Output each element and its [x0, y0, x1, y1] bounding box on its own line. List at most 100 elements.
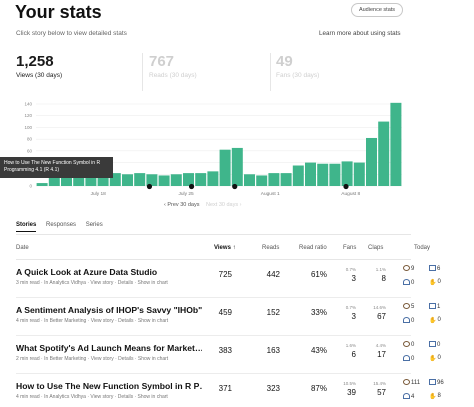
story-reads: 163 — [266, 346, 280, 355]
summary-stats: 1,258 Views (30 days) 767 Reads (30 days… — [16, 53, 406, 93]
story-reads: 152 — [266, 308, 280, 317]
story-publish-marker[interactable] — [232, 183, 238, 190]
story-title[interactable]: What Spotify's Ad Launch Means for Marke… — [16, 343, 202, 353]
story-title[interactable]: How to Use The New Function Symbol in R … — [16, 381, 202, 391]
story-meta[interactable]: 2 min read · In Better Marketing · View … — [16, 356, 169, 362]
today-fans: 4 — [403, 393, 414, 400]
story-claps: 57 — [377, 388, 386, 397]
chart-bar[interactable] — [280, 173, 292, 186]
x-tick-label: July 18 — [91, 191, 107, 197]
page-title: Your stats — [15, 2, 102, 22]
story-fans: 3 — [351, 274, 356, 283]
today-fans: 0 — [403, 279, 414, 286]
story-publish-marker[interactable] — [343, 183, 349, 190]
col-header-fans[interactable]: Fans — [343, 245, 357, 251]
story-views: 725 — [218, 270, 232, 279]
next-30-days-button[interactable]: Next 30 days › — [206, 202, 242, 208]
chart-bar[interactable] — [244, 174, 255, 186]
today-fans: 0 — [403, 317, 414, 324]
y-tick-label: 120 — [24, 113, 32, 118]
chart-bar[interactable] — [36, 183, 48, 186]
story-read-ratio: 43% — [310, 346, 327, 355]
fans-stat[interactable]: 49 Fans (30 days) — [276, 53, 319, 93]
col-header-claps[interactable]: Claps — [368, 245, 384, 251]
today-claps-value: 8 — [437, 393, 441, 399]
chart-bar[interactable] — [317, 163, 329, 186]
story-row[interactable]: A Quick Look at Azure Data Studio 3 min r… — [16, 260, 441, 298]
y-tick-label: 0 — [29, 184, 32, 189]
chart-bar[interactable] — [292, 165, 304, 187]
views-stat[interactable]: 1,258 Views (30 days) — [16, 53, 62, 93]
chart-bar[interactable] — [341, 161, 353, 186]
story-publish-marker[interactable] — [146, 183, 153, 190]
story-claps-pct: 1.1% — [375, 267, 386, 272]
today-claps: ✋8 — [429, 393, 441, 400]
y-tick-label: 140 — [24, 102, 32, 107]
story-views: 371 — [218, 384, 232, 393]
tab-series[interactable]: Series — [85, 222, 103, 228]
tab-responses[interactable]: Responses — [46, 222, 77, 228]
col-header-reads[interactable]: Reads — [262, 245, 280, 251]
story-views: 383 — [218, 346, 232, 355]
clap-icon: ✋ — [429, 280, 437, 286]
header-divider — [16, 259, 411, 260]
learn-more-link[interactable]: Learn more about using stats — [319, 30, 401, 37]
today-reads: 1 — [429, 303, 440, 310]
x-tick-label: July 25 — [178, 191, 194, 197]
eye-icon — [403, 265, 410, 271]
chart-bar[interactable] — [268, 173, 280, 186]
chart-bar[interactable] — [390, 102, 402, 186]
chart-bar[interactable] — [158, 175, 170, 186]
chart-bar[interactable] — [134, 173, 146, 186]
book-icon — [429, 303, 436, 309]
chart-bar[interactable] — [256, 175, 268, 186]
chart-bar[interactable] — [366, 137, 377, 186]
chart-bar[interactable] — [207, 171, 219, 186]
chart-bar[interactable] — [85, 177, 97, 186]
story-meta[interactable]: 4 min read · In Analytics Vidhya · View … — [16, 394, 168, 400]
story-title[interactable]: A Sentiment Analysis of IHOP's Savvy "IH… — [16, 305, 202, 315]
story-row[interactable]: A Sentiment Analysis of IHOP's Savvy "IH… — [16, 298, 441, 336]
chart-bar[interactable] — [219, 149, 231, 186]
chart-bar[interactable] — [109, 173, 121, 186]
story-meta[interactable]: 4 min read · In Better Marketing · View … — [16, 318, 169, 324]
today-claps: ✋0 — [429, 279, 441, 286]
chart-bar[interactable] — [73, 175, 85, 186]
today-fans-value: 0 — [411, 356, 415, 362]
today-reads-value: 0 — [437, 342, 441, 348]
reads-label: Reads (30 days) — [149, 72, 197, 79]
chart-bar[interactable] — [329, 163, 341, 186]
today-claps: ✋0 — [429, 355, 441, 362]
reads-stat[interactable]: 767 Reads (30 days) — [149, 53, 197, 93]
book-icon — [429, 379, 436, 385]
chart-bar[interactable] — [231, 147, 243, 186]
chart-bar[interactable] — [146, 174, 158, 186]
views-label: Views (30 days) — [16, 72, 63, 79]
chart-bar[interactable] — [305, 162, 316, 186]
today-reads-value: 6 — [437, 266, 441, 272]
chart-bar[interactable] — [122, 174, 133, 186]
col-header-views[interactable]: Views ↑ — [214, 245, 236, 251]
story-publish-marker[interactable] — [188, 183, 195, 190]
story-claps-pct: 15.4% — [373, 381, 386, 386]
chart-bar[interactable] — [353, 162, 365, 186]
eye-icon — [403, 379, 410, 385]
story-row[interactable]: How to Use The New Function Symbol in R … — [16, 374, 444, 407]
today-claps-value: 0 — [437, 355, 441, 361]
audience-stats-button[interactable]: Audience stats — [351, 3, 403, 17]
chart-bar[interactable] — [183, 173, 194, 186]
prev-30-days-button[interactable]: ‹ Prev 30 days — [164, 202, 200, 208]
story-title[interactable]: A Quick Look at Azure Data Studio — [16, 267, 158, 277]
person-icon — [403, 317, 410, 323]
story-fans: 3 — [351, 312, 356, 321]
today-views: 5 — [403, 303, 414, 310]
story-reads: 323 — [266, 384, 280, 393]
story-row[interactable]: What Spotify's Ad Launch Means for Marke… — [16, 336, 441, 374]
story-meta[interactable]: 3 min read · In Analytics Vidhya · View … — [16, 280, 168, 286]
col-header-read-ratio[interactable]: Read ratio — [299, 245, 327, 251]
chart-bar[interactable] — [378, 121, 390, 186]
chart-bar[interactable] — [97, 174, 109, 186]
chart-bar[interactable] — [195, 173, 207, 186]
chart-bar[interactable] — [170, 174, 182, 186]
tab-stories[interactable]: Stories — [16, 222, 37, 232]
